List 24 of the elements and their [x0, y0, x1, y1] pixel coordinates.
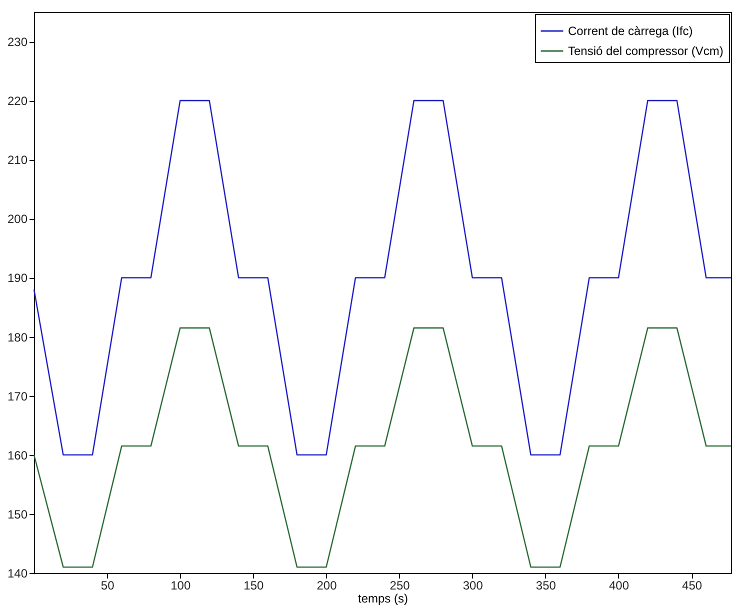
y-tick-label: 170: [7, 389, 28, 404]
x-tick-label: 200: [316, 578, 338, 592]
y-tick-label: 200: [7, 212, 28, 226]
x-tick-label: 150: [244, 578, 264, 592]
y-tick-label: 150: [7, 507, 28, 522]
line-series: [33, 100, 732, 456]
line-series: [33, 327, 732, 568]
x-tick-label: 300: [462, 578, 484, 592]
y-tick-label: 230: [7, 35, 28, 50]
x-axis-title: temps (s): [358, 592, 408, 606]
legend-label: Corrent de càrrega (Ifc): [568, 24, 693, 38]
x-tick-label: 50: [100, 578, 115, 592]
x-tick-label: 250: [390, 578, 410, 592]
y-tick-label: 160: [7, 448, 28, 462]
x-tick-label: 350: [536, 578, 556, 592]
y-tick-label: 210: [7, 153, 28, 168]
legend-label: Tensió del compressor (Vcm): [568, 44, 724, 58]
x-tick-label: 100: [170, 578, 191, 592]
x-tick-label: 450: [682, 578, 702, 592]
y-tick-label: 190: [7, 271, 28, 286]
y-tick-label: 220: [7, 94, 28, 108]
y-tick-label: 140: [7, 566, 28, 580]
x-tick-label: 400: [608, 578, 630, 592]
y-tick-label: 180: [7, 330, 28, 344]
